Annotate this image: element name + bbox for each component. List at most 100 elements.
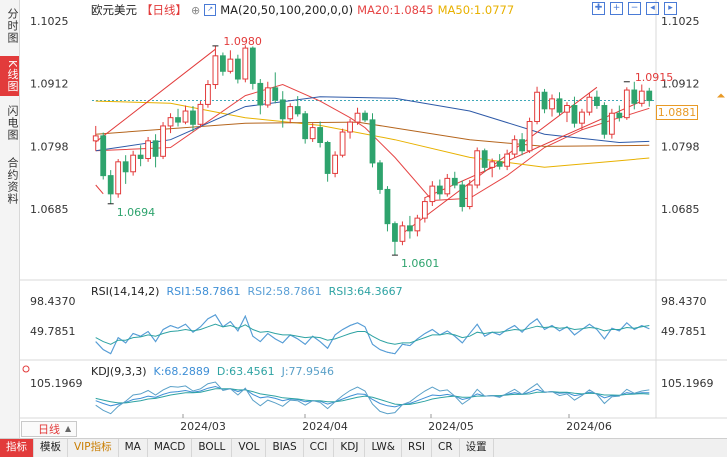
rsi2-value: RSI2:58.7861 xyxy=(247,285,322,298)
indicator-tab-8[interactable]: CCI xyxy=(304,439,335,457)
candle-body xyxy=(564,105,570,113)
y-tick-label-right: 1.1025 xyxy=(661,15,700,28)
candle-body xyxy=(504,153,511,167)
crosshair-icon[interactable]: ✚ xyxy=(592,2,605,15)
rsi-axis-label: 98.4370 xyxy=(30,295,76,308)
chart-canvas[interactable]: 1.1025 1.1025 1.0912 1.0912 1.0798 1.0798 1.06… xyxy=(20,0,727,438)
candle-body xyxy=(459,184,466,208)
indicator-tab-4[interactable]: MACD xyxy=(148,439,193,457)
sidebar-tab-1[interactable]: K线图 xyxy=(0,56,19,96)
zoom-out-icon[interactable]: − xyxy=(628,2,641,15)
candle-body xyxy=(122,161,129,173)
candle-body xyxy=(190,110,196,125)
candle-body xyxy=(466,184,473,208)
candle-body xyxy=(444,177,451,195)
ma-line-ma100 xyxy=(95,121,650,147)
indicator-tab-3[interactable]: MA xyxy=(119,439,148,457)
kdj-title[interactable]: KDJ(9,3,3) xyxy=(91,365,147,378)
candle-body xyxy=(616,112,623,119)
x-tick-label: 2024/06 xyxy=(566,420,612,433)
rsi-header: RSI(14,14,2) RSI1:58.7861 RSI2:58.7861 R… xyxy=(91,285,403,298)
candle-body xyxy=(339,131,346,156)
candle-body xyxy=(309,127,316,140)
indicator-tab-9[interactable]: KDJ xyxy=(334,439,366,457)
indicator-tab-bar: 指标 模板 VIP指标 MA MACD BOLL VOL BIAS CCI KDJ LW& RSI CR… xyxy=(0,438,727,457)
candle-body xyxy=(264,87,271,106)
annotation-high1: 1.0980 xyxy=(223,35,261,48)
ma-params[interactable]: MA(20,50,100,200,0,0) xyxy=(220,3,354,17)
candle-body xyxy=(332,154,339,174)
x-tick-label: 2024/04 xyxy=(302,420,348,433)
kdj-axis-label: 105.1969 xyxy=(661,377,714,390)
candle-body xyxy=(519,139,526,152)
candle-body xyxy=(220,55,226,72)
kdj-line-d xyxy=(95,388,650,406)
kdj-header: KDJ(9,3,3) K:68.2889 D:63.4561 J:77.9546 xyxy=(91,365,334,378)
candle-body xyxy=(197,103,204,125)
rsi-axis-label: 49.7851 xyxy=(30,325,76,338)
scroll-left-icon[interactable]: ◂ xyxy=(646,2,659,15)
j-value: J:77.9546 xyxy=(281,365,335,378)
candle-body xyxy=(212,55,219,86)
y-tick-label-right: 1.0798 xyxy=(661,140,700,153)
candle-body xyxy=(608,112,615,135)
chart-toolbar: ✚ + − ◂ ▸ xyxy=(592,2,677,15)
candle-body xyxy=(556,98,563,113)
candle-body xyxy=(421,201,428,219)
candle-body xyxy=(160,125,166,157)
indicator-tab-1[interactable]: 模板 xyxy=(34,439,68,457)
candle-body xyxy=(130,154,137,173)
indicator-tab-13[interactable]: 设置 xyxy=(460,439,494,457)
candle-body xyxy=(137,154,144,160)
price-marker-icon xyxy=(717,93,725,98)
candle-body xyxy=(384,188,391,225)
candle-body xyxy=(601,105,608,135)
indicator-tab-6[interactable]: VOL xyxy=(232,439,267,457)
candle-body xyxy=(586,96,593,113)
indicator-tab-2[interactable]: VIP指标 xyxy=(68,439,119,457)
rsi-axis-label: 98.4370 xyxy=(661,295,707,308)
indicator-tab-0[interactable]: 指标 xyxy=(0,439,34,457)
candle-body xyxy=(294,106,301,115)
indicator-tab-12[interactable]: CR xyxy=(432,439,460,457)
candle-body xyxy=(279,99,286,120)
period-selector[interactable]: 日线 xyxy=(21,421,77,437)
sidebar-tab-3[interactable]: 合约资料 xyxy=(6,157,19,205)
candle-body xyxy=(534,91,540,123)
candle-body xyxy=(594,96,600,107)
settings-icon[interactable]: ⊕ xyxy=(191,3,201,17)
candle-body xyxy=(234,58,241,80)
candle-body xyxy=(436,185,443,195)
scroll-right-icon[interactable]: ▸ xyxy=(664,2,677,15)
y-tick-label-right: 1.0685 xyxy=(661,203,700,216)
y-tick-label-left: 1.0685 xyxy=(30,203,69,216)
candle-body xyxy=(145,140,151,160)
zoom-in-icon[interactable]: + xyxy=(610,2,623,15)
ma-indicator-icon[interactable]: ↗ xyxy=(204,4,217,16)
candle-body xyxy=(489,161,496,168)
sidebar-tab-2[interactable]: 闪电图 xyxy=(6,105,19,141)
indicator-tab-11[interactable]: RSI xyxy=(402,439,432,457)
candle-body xyxy=(399,225,406,242)
chevron-up-icon[interactable]: ▲ xyxy=(65,424,72,433)
candle-body xyxy=(205,84,211,105)
ma-line-ma200 xyxy=(95,96,650,152)
y-tick-label-left: 1.0912 xyxy=(30,77,69,90)
candle-body xyxy=(392,223,398,242)
sidebar-tab-0[interactable]: 分时图 xyxy=(6,8,19,44)
indicator-tab-7[interactable]: BIAS xyxy=(266,439,304,457)
ma20-value: MA20:1.0845 xyxy=(357,3,434,17)
rsi-line-rsi3 xyxy=(95,323,650,345)
rsi-title[interactable]: RSI(14,14,2) xyxy=(91,285,160,298)
x-tick-label: 2024/05 xyxy=(428,420,474,433)
symbol-name: 欧元美元 xyxy=(91,3,137,17)
candle-body xyxy=(646,90,653,102)
y-tick-label-left: 1.1025 xyxy=(30,15,69,28)
indicator-tab-10[interactable]: LW& xyxy=(365,439,402,457)
candle-body xyxy=(362,112,368,121)
candle-body xyxy=(429,185,436,203)
candle-body xyxy=(549,98,555,110)
period-label[interactable]: 【日线】 xyxy=(141,3,187,17)
candle-body xyxy=(631,89,638,104)
indicator-tab-5[interactable]: BOLL xyxy=(192,439,233,457)
